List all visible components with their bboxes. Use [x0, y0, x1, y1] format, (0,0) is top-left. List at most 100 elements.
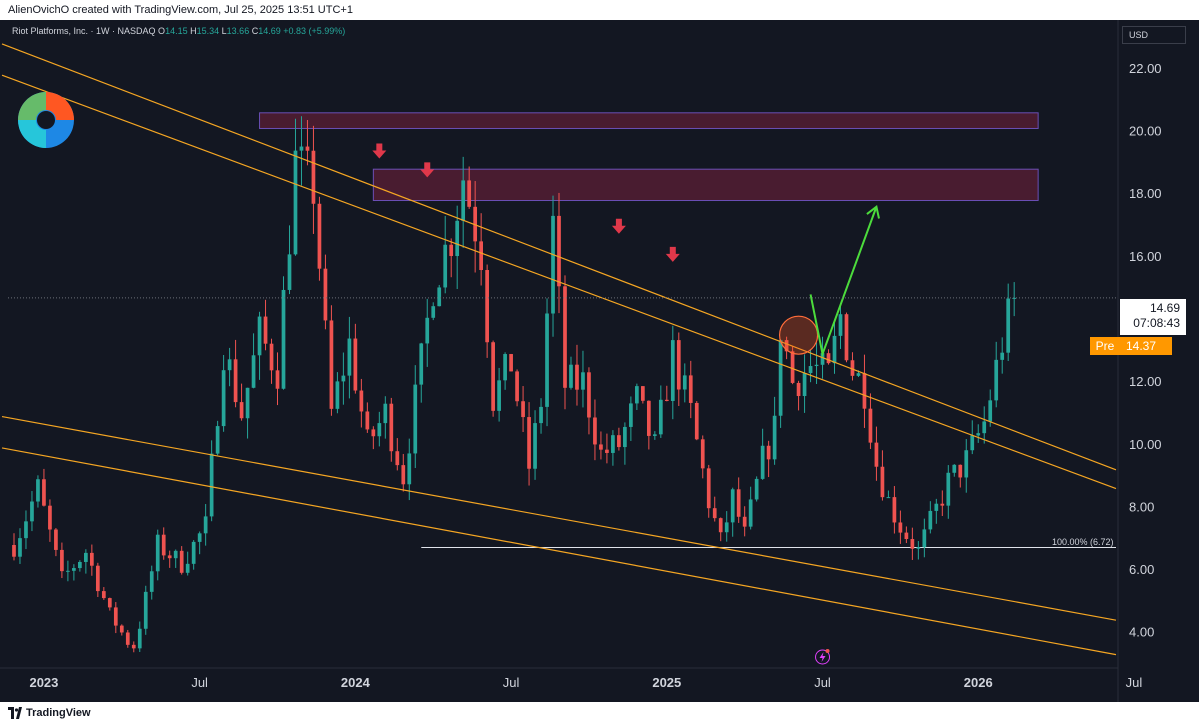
candle-body — [245, 387, 250, 419]
open-value: 14.15 — [165, 26, 188, 36]
x-tick-label: Jul — [503, 675, 520, 690]
candle-body — [575, 364, 579, 390]
candle-body — [826, 353, 831, 364]
candle-body — [814, 364, 819, 367]
resistance-zone — [259, 112, 1039, 129]
y-tick-label: 20.00 — [1129, 124, 1162, 139]
candle-body — [617, 435, 621, 448]
candle-body — [54, 529, 58, 550]
down-arrow-icon — [372, 143, 387, 159]
candle-body — [467, 180, 472, 207]
candle-body — [365, 411, 370, 430]
candle-body — [850, 360, 855, 376]
candle-body — [125, 632, 130, 645]
candle-body — [107, 598, 112, 608]
low-value: 13.66 — [226, 26, 250, 36]
y-tick-label: 10.00 — [1129, 437, 1162, 452]
candle-body — [203, 516, 208, 534]
x-tick-label: Jul — [191, 675, 208, 690]
candle-body — [263, 316, 268, 344]
candle-body — [1006, 298, 1011, 353]
candle-body — [856, 373, 861, 376]
candle-body — [904, 532, 909, 540]
candle-body — [359, 390, 364, 412]
candle-body — [599, 444, 603, 450]
candle-body — [479, 241, 484, 271]
candle-body — [922, 529, 927, 548]
candle-body — [113, 607, 118, 626]
tradingview-logo-icon — [8, 707, 22, 719]
author-logo — [16, 90, 76, 150]
candle-body — [137, 628, 142, 649]
candle-body — [970, 435, 975, 451]
candle-body — [473, 206, 478, 242]
candle-body — [551, 215, 555, 314]
candle-body — [233, 359, 238, 403]
candle-body — [84, 552, 88, 562]
candle-body — [712, 508, 717, 519]
candle-body — [718, 518, 723, 533]
y-tick-label: 18.00 — [1129, 186, 1162, 201]
candle-body — [497, 380, 501, 411]
y-tick-label: 16.00 — [1129, 249, 1162, 264]
candle-body — [946, 472, 951, 506]
candle-body — [844, 314, 849, 361]
candle-body — [940, 503, 945, 506]
low-label: L — [221, 26, 227, 36]
candle-body — [557, 215, 561, 287]
candle-body — [1000, 352, 1005, 360]
trendlines — [1, 43, 1117, 656]
candle-body — [515, 371, 519, 402]
candle-body — [227, 359, 232, 371]
candle-body — [317, 203, 322, 269]
candle-body — [892, 497, 897, 523]
candle-body — [611, 435, 615, 453]
candle-body — [155, 534, 160, 572]
candle-body — [802, 373, 807, 397]
candle-body — [898, 522, 903, 533]
candle-body — [754, 478, 759, 500]
candle-body — [443, 244, 448, 288]
trendline — [1, 43, 1117, 471]
high-value: 15.34 — [196, 26, 220, 36]
candle-body — [341, 375, 346, 382]
down-arrow-icon — [665, 246, 680, 262]
candlestick-chart[interactable]: 4.006.008.0010.0012.0014.0016.0018.0020.… — [0, 20, 1199, 702]
candle-body — [587, 372, 591, 418]
event-marker-icon — [815, 649, 831, 665]
open-label: O — [158, 26, 166, 36]
candle-body — [323, 268, 328, 321]
candle-body — [778, 340, 783, 416]
candle-body — [491, 342, 495, 411]
fib-level-label: 100.00% (6.72) — [1052, 537, 1114, 547]
footer-brand: TradingView — [26, 707, 91, 719]
candle-body — [305, 146, 310, 151]
candle-body — [658, 399, 663, 435]
x-tick-label: 2024 — [341, 675, 371, 690]
candle-body — [197, 533, 202, 542]
candle-body — [670, 340, 675, 401]
candle-body — [706, 468, 711, 509]
candle-body — [275, 370, 280, 389]
x-tick-label: 2026 — [964, 675, 993, 690]
candle-body — [808, 366, 813, 374]
candle-body — [862, 373, 867, 409]
candle-body — [784, 340, 789, 352]
candle-body — [563, 286, 567, 388]
candle-body — [42, 479, 46, 506]
candle-body — [676, 340, 681, 390]
candle-body — [700, 439, 705, 469]
candle-body — [958, 464, 963, 478]
premarket-price: 14.37 — [1120, 337, 1172, 355]
candle-body — [581, 372, 585, 390]
currency-selector[interactable]: USD — [1122, 26, 1186, 44]
candle-body — [652, 434, 657, 436]
candle-body — [868, 408, 873, 443]
candle-body — [539, 406, 543, 424]
projection-path — [809, 206, 878, 358]
candles — [12, 116, 1017, 653]
candle-body — [640, 386, 645, 401]
candle-body — [964, 450, 969, 478]
candle-body — [221, 370, 226, 427]
candle-body — [335, 381, 340, 409]
